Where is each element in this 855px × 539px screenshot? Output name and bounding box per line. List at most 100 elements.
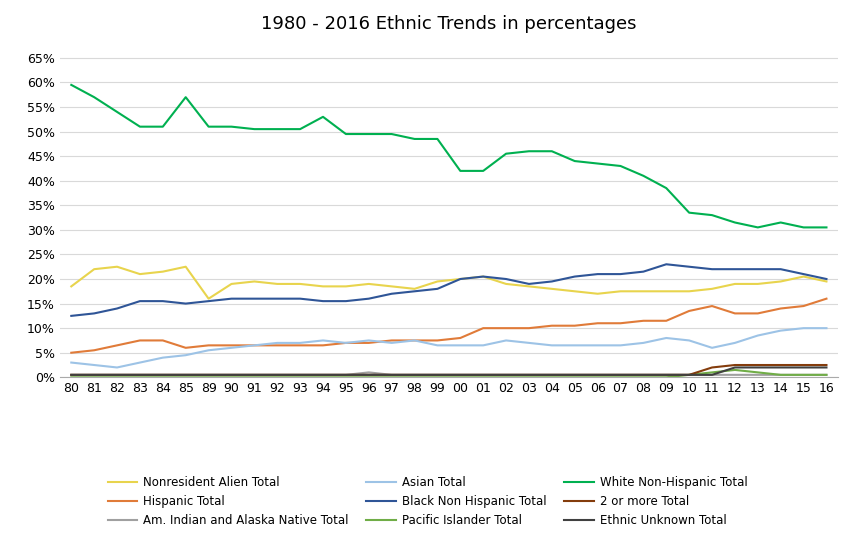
Am. Indian and Alaska Native Total [501, 371, 511, 378]
Asian Total [707, 344, 717, 351]
2 or more Total [227, 371, 237, 378]
Line: Pacific Islander Total: Pacific Islander Total [71, 370, 827, 377]
Hispanic Total [569, 322, 580, 329]
Am. Indian and Alaska Native Total [180, 371, 191, 378]
Hispanic Total [66, 349, 76, 356]
2 or more Total [822, 362, 832, 368]
Nonresident Alien Total [157, 268, 168, 275]
Pacific Islander Total [593, 374, 603, 381]
Hispanic Total [752, 310, 763, 316]
Black Non Hispanic Total [501, 276, 511, 282]
Asian Total [135, 360, 145, 366]
2 or more Total [386, 371, 397, 378]
Nonresident Alien Total [616, 288, 626, 294]
Ethnic Unknown Total [775, 364, 786, 371]
Asian Total [593, 342, 603, 349]
Black Non Hispanic Total [684, 264, 694, 270]
2 or more Total [524, 371, 534, 378]
Ethnic Unknown Total [66, 371, 76, 378]
Hispanic Total [89, 347, 99, 354]
Asian Total [775, 327, 786, 334]
Asian Total [501, 337, 511, 344]
Hispanic Total [616, 320, 626, 327]
Ethnic Unknown Total [593, 371, 603, 378]
Asian Total [341, 340, 351, 346]
White Non-Hispanic Total [546, 148, 557, 155]
Black Non Hispanic Total [752, 266, 763, 272]
Black Non Hispanic Total [593, 271, 603, 278]
Black Non Hispanic Total [730, 266, 740, 272]
Line: 2 or more Total: 2 or more Total [71, 365, 827, 375]
Black Non Hispanic Total [707, 266, 717, 272]
White Non-Hispanic Total [89, 94, 99, 100]
Am. Indian and Alaska Native Total [638, 371, 648, 378]
Nonresident Alien Total [478, 273, 488, 280]
Ethnic Unknown Total [135, 371, 145, 378]
Line: Asian Total: Asian Total [71, 328, 827, 368]
Pacific Islander Total [250, 374, 260, 381]
Nonresident Alien Total [250, 278, 260, 285]
Nonresident Alien Total [203, 295, 214, 302]
Nonresident Alien Total [524, 283, 534, 289]
Asian Total [661, 335, 671, 341]
Pacific Islander Total [227, 374, 237, 381]
Am. Indian and Alaska Native Total [363, 369, 374, 376]
Ethnic Unknown Total [684, 371, 694, 378]
Am. Indian and Alaska Native Total [295, 371, 305, 378]
Hispanic Total [295, 342, 305, 349]
Asian Total [363, 337, 374, 344]
Pacific Islander Total [272, 374, 282, 381]
2 or more Total [569, 371, 580, 378]
Hispanic Total [250, 342, 260, 349]
Ethnic Unknown Total [501, 371, 511, 378]
Ethnic Unknown Total [822, 364, 832, 371]
Ethnic Unknown Total [433, 371, 443, 378]
Black Non Hispanic Total [89, 310, 99, 316]
Am. Indian and Alaska Native Total [341, 371, 351, 378]
Ethnic Unknown Total [752, 364, 763, 371]
Black Non Hispanic Total [112, 305, 122, 312]
2 or more Total [684, 371, 694, 378]
Pacific Islander Total [318, 374, 328, 381]
Ethnic Unknown Total [730, 364, 740, 371]
White Non-Hispanic Total [318, 114, 328, 120]
Nonresident Alien Total [341, 283, 351, 289]
Nonresident Alien Total [775, 278, 786, 285]
Nonresident Alien Total [112, 264, 122, 270]
White Non-Hispanic Total [501, 150, 511, 157]
Asian Total [478, 342, 488, 349]
Nonresident Alien Total [822, 278, 832, 285]
Asian Total [730, 340, 740, 346]
Am. Indian and Alaska Native Total [455, 371, 465, 378]
2 or more Total [295, 371, 305, 378]
Am. Indian and Alaska Native Total [433, 371, 443, 378]
Title: 1980 - 2016 Ethnic Trends in percentages: 1980 - 2016 Ethnic Trends in percentages [261, 15, 637, 33]
Hispanic Total [546, 322, 557, 329]
Nonresident Alien Total [66, 283, 76, 289]
White Non-Hispanic Total [341, 131, 351, 137]
Pacific Islander Total [478, 374, 488, 381]
White Non-Hispanic Total [478, 168, 488, 174]
Hispanic Total [638, 317, 648, 324]
Ethnic Unknown Total [363, 371, 374, 378]
Nonresident Alien Total [569, 288, 580, 294]
Pacific Islander Total [707, 369, 717, 376]
White Non-Hispanic Total [386, 131, 397, 137]
Nonresident Alien Total [272, 281, 282, 287]
Hispanic Total [707, 303, 717, 309]
Am. Indian and Alaska Native Total [478, 371, 488, 378]
Ethnic Unknown Total [295, 371, 305, 378]
Asian Total [66, 360, 76, 366]
Am. Indian and Alaska Native Total [684, 371, 694, 378]
Line: White Non-Hispanic Total: White Non-Hispanic Total [71, 85, 827, 227]
2 or more Total [501, 371, 511, 378]
Black Non Hispanic Total [66, 313, 76, 319]
Am. Indian and Alaska Native Total [524, 371, 534, 378]
Ethnic Unknown Total [616, 371, 626, 378]
Asian Total [433, 342, 443, 349]
Pacific Islander Total [112, 374, 122, 381]
Ethnic Unknown Total [546, 371, 557, 378]
Asian Total [318, 337, 328, 344]
Nonresident Alien Total [501, 281, 511, 287]
Ethnic Unknown Total [89, 371, 99, 378]
